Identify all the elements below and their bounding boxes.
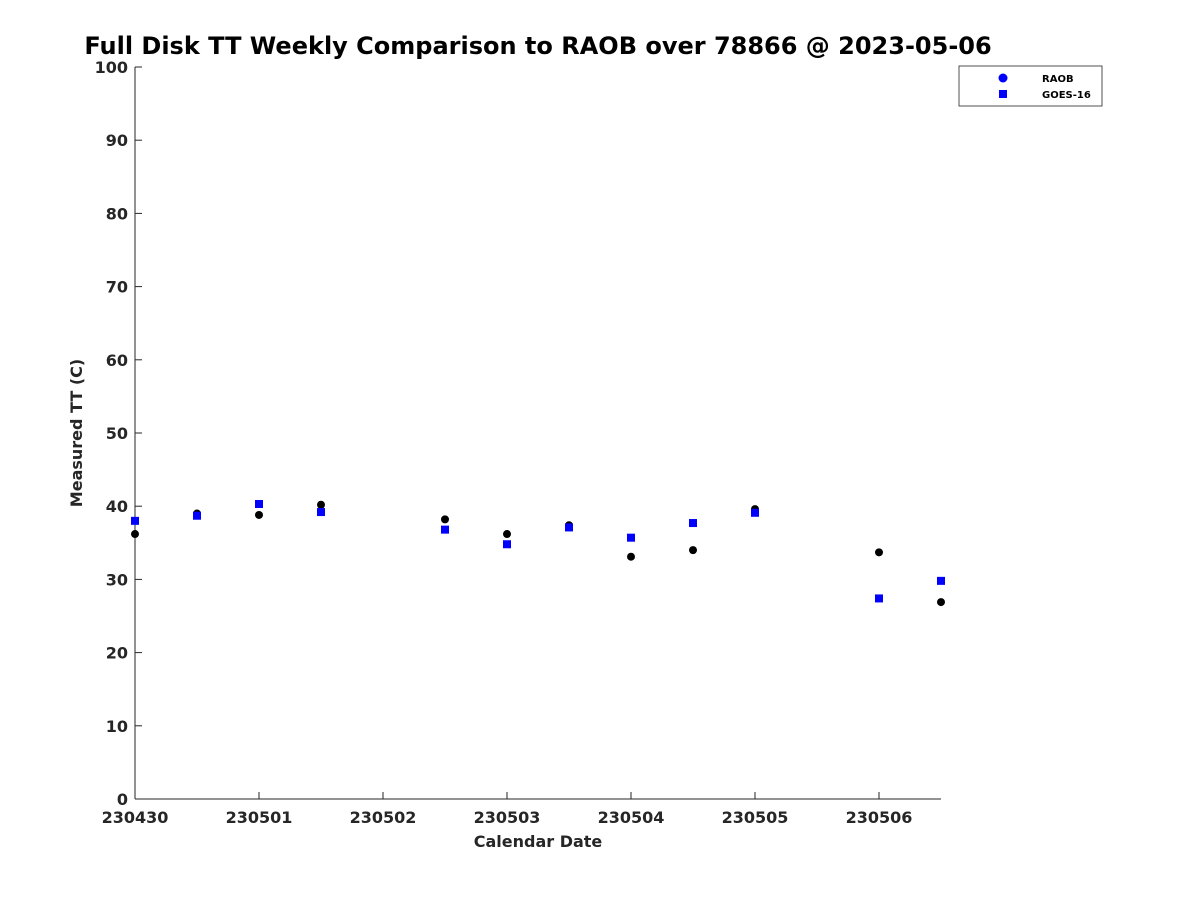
x-tick-label: 230430 <box>102 808 169 827</box>
y-tick-label: 0 <box>117 790 128 809</box>
goes-16-point <box>503 540 511 549</box>
y-tick-label: 50 <box>106 424 128 443</box>
legend-goes-label: GOES-16 <box>1042 90 1091 101</box>
x-tick-label: 230503 <box>474 808 541 827</box>
goes-16-point <box>627 533 635 542</box>
x-tick-label: 230504 <box>598 808 665 827</box>
y-tick-label: 100 <box>95 58 128 77</box>
x-axis-label: Calendar Date <box>474 832 603 851</box>
raob-point <box>503 530 511 539</box>
legend-goes-marker <box>999 90 1007 98</box>
plot-marks <box>131 500 945 607</box>
x-tick-label: 230506 <box>846 808 913 827</box>
y-tick-label: 90 <box>106 131 128 150</box>
y-tick-label: 60 <box>106 351 128 370</box>
raob-point <box>131 530 139 539</box>
y-tick-label: 80 <box>106 204 128 223</box>
legend-raob-marker <box>998 73 1008 83</box>
chart-title: Full Disk TT Weekly Comparison to RAOB o… <box>84 32 991 60</box>
y-tick-label: 30 <box>106 570 128 589</box>
goes-16-point <box>193 511 201 520</box>
raob-point <box>689 546 697 555</box>
raob-point <box>255 510 263 519</box>
x-tick-label: 230502 <box>350 808 417 827</box>
goes-16-point <box>689 519 697 528</box>
goes-16-point <box>937 576 945 585</box>
goes-16-point <box>441 525 449 534</box>
raob-point <box>317 500 325 509</box>
legend-box <box>958 65 1103 107</box>
x-tick-label: 230505 <box>722 808 789 827</box>
raob-point <box>875 548 883 557</box>
raob-point <box>937 598 945 607</box>
y-axis-label: Measured TT (C) <box>67 359 86 507</box>
goes-16-point <box>255 500 263 509</box>
goes-16-point <box>751 508 759 517</box>
y-tick-label: 10 <box>106 717 128 736</box>
goes-16-point <box>131 516 139 525</box>
y-tick-label: 20 <box>106 644 128 663</box>
y-tick-label: 70 <box>106 278 128 297</box>
raob-point <box>627 552 635 561</box>
legend: RAOB GOES-16 <box>958 65 1103 107</box>
raob-point <box>441 515 449 524</box>
legend-raob-label: RAOB <box>1042 74 1074 85</box>
goes-16-point <box>565 523 573 532</box>
axes: 0 10 20 30 40 50 60 70 80 90 100 230430 230501 230502… <box>95 58 941 827</box>
goes-16-point <box>875 594 883 603</box>
y-tick-label: 40 <box>106 497 128 516</box>
x-tick-label: 230501 <box>226 808 293 827</box>
goes-16-point <box>317 508 325 517</box>
